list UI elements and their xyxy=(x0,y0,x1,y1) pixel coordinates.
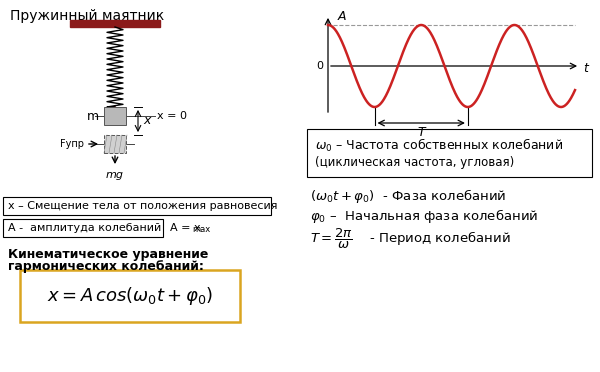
Text: Кинематическое уравнение: Кинематическое уравнение xyxy=(8,248,208,261)
Text: $\omega_0$ – Частота собственных колебаний: $\omega_0$ – Частота собственных колебан… xyxy=(315,137,563,154)
Text: x – Смещение тела от положения равновесия: x – Смещение тела от положения равновеси… xyxy=(8,201,277,211)
Text: $T = \dfrac{2\pi}{\omega}$    - Период колебаний: $T = \dfrac{2\pi}{\omega}$ - Период коле… xyxy=(310,227,511,251)
Text: A = x: A = x xyxy=(170,223,200,233)
Text: $\left(\omega_0 t + \varphi_0\right)$  - Фаза колебаний: $\left(\omega_0 t + \varphi_0\right)$ - … xyxy=(310,187,506,205)
Text: m: m xyxy=(87,109,99,122)
Text: 0: 0 xyxy=(316,61,323,71)
Text: $\varphi_0$ –  Начальная фаза колебаний: $\varphi_0$ – Начальная фаза колебаний xyxy=(310,207,538,225)
Bar xyxy=(20,270,240,322)
Text: max: max xyxy=(192,225,210,234)
Text: Пружинный маятник: Пружинный маятник xyxy=(10,9,164,23)
Text: (циклическая частота, угловая): (циклическая частота, угловая) xyxy=(315,156,514,169)
Text: Fупр: Fупр xyxy=(60,139,84,149)
Text: x: x xyxy=(143,115,151,128)
Text: x = 0: x = 0 xyxy=(157,111,187,121)
Text: A -  амплитуда колебаний: A - амплитуда колебаний xyxy=(8,223,161,233)
Bar xyxy=(104,107,126,125)
Text: T: T xyxy=(418,126,425,139)
Text: t: t xyxy=(583,61,588,74)
Bar xyxy=(307,129,592,177)
Text: гармонических колебаний:: гармонических колебаний: xyxy=(8,260,204,273)
Bar xyxy=(104,135,126,153)
Bar xyxy=(70,20,160,27)
Bar xyxy=(3,219,163,237)
Text: mg: mg xyxy=(106,170,124,180)
Bar xyxy=(3,197,271,215)
Text: $x = A\,cos\left(\omega_0 t + \varphi_0\right)$: $x = A\,cos\left(\omega_0 t + \varphi_0\… xyxy=(47,285,213,307)
Text: A: A xyxy=(338,10,347,23)
